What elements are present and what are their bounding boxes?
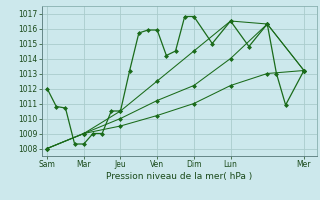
X-axis label: Pression niveau de la mer( hPa ): Pression niveau de la mer( hPa ) (106, 172, 252, 181)
